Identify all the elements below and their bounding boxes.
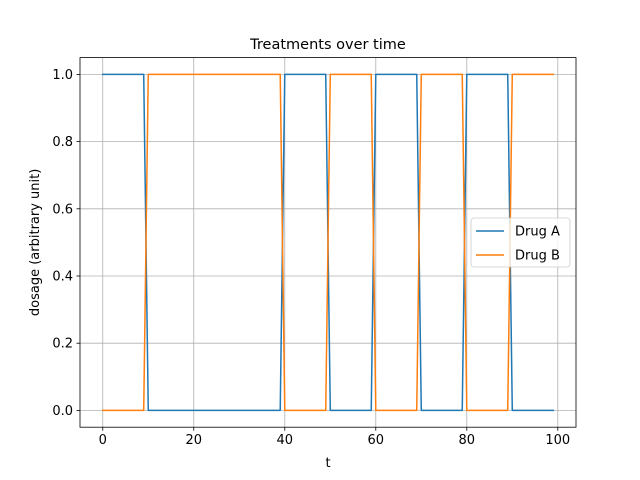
y-tick-label: 0.0	[52, 404, 73, 419]
y-axis-label: dosage (arbitrary unit)	[28, 169, 43, 316]
y-tick-label: 1.0	[52, 68, 73, 83]
series-line-drug-b	[102, 73, 554, 412]
legend: Drug A Drug B	[470, 217, 571, 268]
x-axis-label: t	[325, 456, 330, 471]
y-axis-ticks: 0.0 0.2 0.4 0.6 0.8 1.0	[52, 68, 80, 419]
x-tick-label: 0	[99, 433, 107, 448]
x-tick-label: 100	[545, 433, 570, 448]
x-tick-label: 20	[185, 433, 202, 448]
x-tick-label: 60	[368, 433, 385, 448]
plot-area-frame	[79, 57, 577, 428]
chart-title: Treatments over time	[249, 37, 406, 53]
x-tick-label: 40	[276, 433, 293, 448]
y-tick-label: 0.4	[52, 270, 73, 285]
y-tick-label: 0.2	[52, 337, 73, 352]
y-tick-label: 0.8	[52, 135, 73, 150]
y-tick-label: 0.6	[52, 202, 73, 217]
legend-label: Drug A	[515, 225, 560, 240]
legend-label: Drug B	[515, 249, 560, 264]
x-axis-ticks: 0 20 40 60 80 100	[99, 427, 570, 448]
series-lines	[102, 73, 554, 412]
x-tick-label: 80	[459, 433, 476, 448]
